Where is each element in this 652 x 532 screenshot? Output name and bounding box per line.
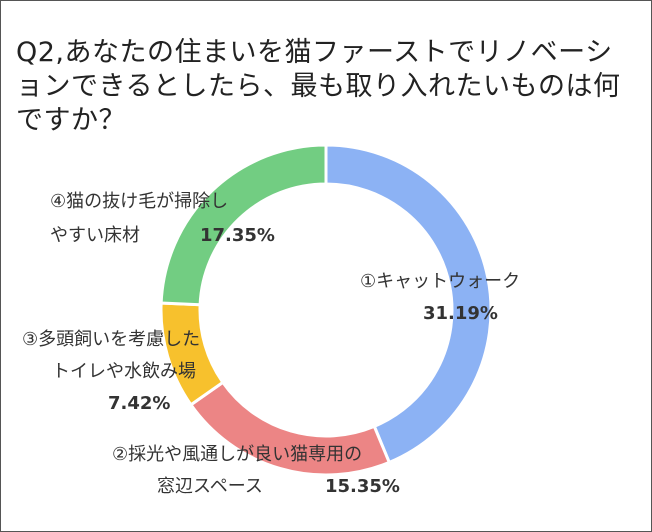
slice-value-2: 15.35% (325, 476, 400, 497)
donut-slices (159, 143, 493, 477)
chart-title: Q2,あなたの住まいを猫ファーストでリノベーションできるとしたら、最も取り入れた… (16, 37, 621, 136)
slice-label-3-line-2: トイレや水飲み場 (52, 361, 196, 382)
slice-label-1-line-1: ①キャットウォーク (360, 271, 520, 292)
slice-label-3-line-1: ③多頭飼いを考慮した (22, 329, 200, 350)
donut-slice-1 (324, 143, 493, 465)
donut-slice-4 (159, 143, 328, 307)
slice-label-4-line-1: ④猫の抜け毛が掃除し (50, 191, 228, 212)
slice-label-2-line-2: 窓辺スペース (157, 476, 263, 497)
slice-label-4-line-2: やすい床材 (50, 225, 140, 246)
slice-value-1: 31.19% (423, 303, 498, 324)
slice-value-4: 17.35% (200, 225, 275, 246)
slice-label-2-line-1: ②採光や風通しが良い猫専用の (112, 444, 362, 465)
slice-value-3: 7.42% (108, 393, 170, 414)
slice-labels: ①キャットウォーク 31.19% ②採光や風通しが良い猫専用の 窓辺スペース 1… (22, 191, 520, 497)
donut-slice-3 (159, 301, 225, 407)
